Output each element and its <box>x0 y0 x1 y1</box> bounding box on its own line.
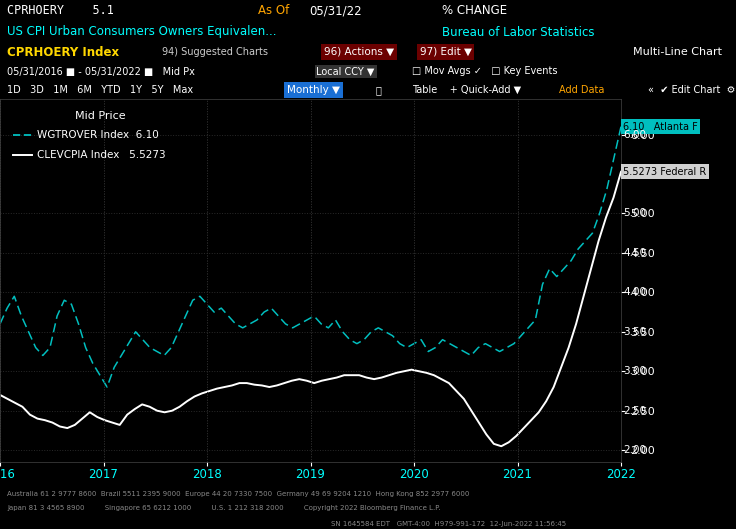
Text: Bureau of Labor Statistics: Bureau of Labor Statistics <box>442 25 594 39</box>
Text: 4.50: 4.50 <box>623 248 646 258</box>
Text: Add Data: Add Data <box>559 85 605 95</box>
Text: WGTROVER Index  6.10: WGTROVER Index 6.10 <box>38 130 159 140</box>
Text: Japan 81 3 4565 8900         Singapore 65 6212 1000         U.S. 1 212 318 2000 : Japan 81 3 4565 8900 Singapore 65 6212 1… <box>7 505 441 511</box>
Text: 5.5273 Federal R: 5.5273 Federal R <box>623 167 707 177</box>
Text: 2021: 2021 <box>503 468 532 481</box>
Text: 94) Suggested Charts: 94) Suggested Charts <box>162 47 268 57</box>
Text: 96) Actions ▼: 96) Actions ▼ <box>324 47 394 57</box>
Text: Multi-Line Chart: Multi-Line Chart <box>633 47 722 57</box>
Text: 6.10   Atlanta F: 6.10 Atlanta F <box>623 122 698 132</box>
Text: 2019: 2019 <box>296 468 325 481</box>
Text: 05/31/22: 05/31/22 <box>309 5 362 17</box>
Text: 1D   3D   1M   6M   YTD   1Y   5Y   Max: 1D 3D 1M 6M YTD 1Y 5Y Max <box>7 85 194 95</box>
Text: 3.50: 3.50 <box>623 327 646 337</box>
Text: 2018: 2018 <box>192 468 222 481</box>
Text: CLEVCPIA Index   5.5273: CLEVCPIA Index 5.5273 <box>38 150 166 160</box>
Text: Local CCY ▼: Local CCY ▼ <box>316 67 375 77</box>
Text: 📈: 📈 <box>375 85 381 95</box>
Text: Monthly ▼: Monthly ▼ <box>287 85 340 95</box>
Text: SN 1645584 EDT   GMT-4:00  H979-991-172  12-Jun-2022 11:56:45: SN 1645584 EDT GMT-4:00 H979-991-172 12-… <box>331 521 566 527</box>
Text: 05/31/2016 ■ - 05/31/2022 ■   Mid Px: 05/31/2016 ■ - 05/31/2022 ■ Mid Px <box>7 67 195 77</box>
Text: 2.00: 2.00 <box>623 445 646 455</box>
Text: CPRHOERY Index: CPRHOERY Index <box>7 45 119 59</box>
Text: 4.00: 4.00 <box>623 287 646 297</box>
Text: 2.50: 2.50 <box>623 406 646 416</box>
Text: 6.00: 6.00 <box>623 130 646 140</box>
Text: 2016: 2016 <box>0 468 15 481</box>
Text: 3.00: 3.00 <box>623 366 646 376</box>
Text: CPRHOERY    5.1: CPRHOERY 5.1 <box>7 5 114 17</box>
Text: Table    + Quick-Add ▼: Table + Quick-Add ▼ <box>412 85 521 95</box>
Text: 2022: 2022 <box>606 468 636 481</box>
Text: 97) Edit ▼: 97) Edit ▼ <box>420 47 472 57</box>
Text: Australia 61 2 9777 8600  Brazil 5511 2395 9000  Europe 44 20 7330 7500  Germany: Australia 61 2 9777 8600 Brazil 5511 239… <box>7 491 470 497</box>
Text: Mid Price: Mid Price <box>74 111 125 121</box>
Text: As Of: As Of <box>258 5 289 17</box>
Text: «  ✔ Edit Chart  ⚙: « ✔ Edit Chart ⚙ <box>648 85 735 95</box>
Text: 5.00: 5.00 <box>623 208 646 218</box>
Text: US CPI Urban Consumers Owners Equivalen...: US CPI Urban Consumers Owners Equivalen.… <box>7 25 277 39</box>
Text: □ Mov Avgs ✓   □ Key Events: □ Mov Avgs ✓ □ Key Events <box>412 67 558 77</box>
Text: 2020: 2020 <box>399 468 429 481</box>
Text: % CHANGE: % CHANGE <box>442 5 506 17</box>
Text: 2017: 2017 <box>88 468 118 481</box>
